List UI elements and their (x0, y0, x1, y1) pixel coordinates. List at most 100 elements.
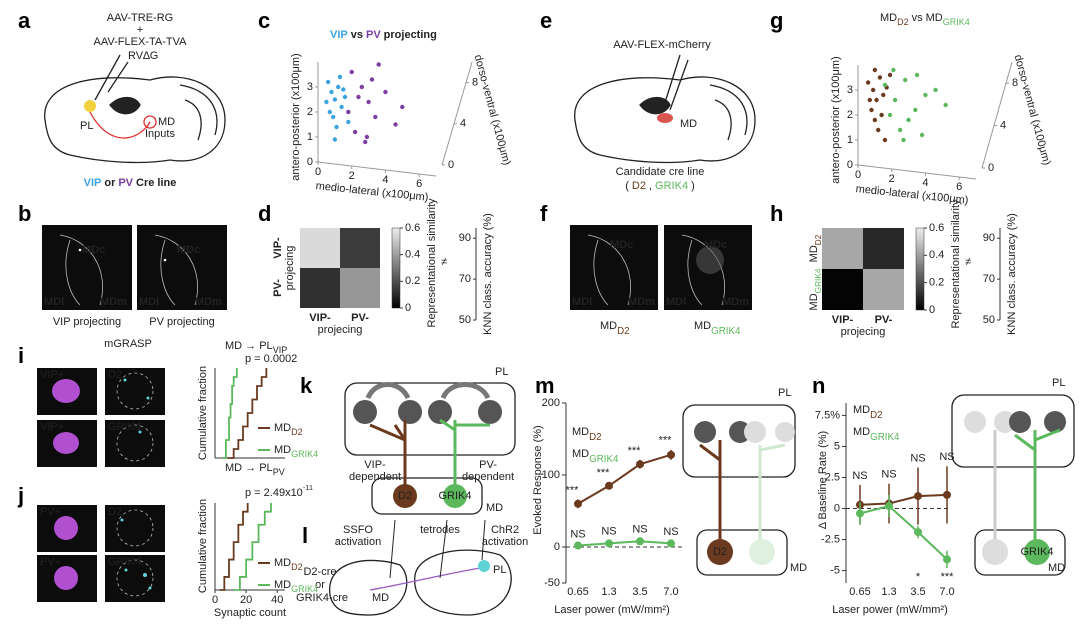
annotation: p = 2.49x10-11 (245, 483, 313, 498)
point (877, 75, 883, 80)
neuron (694, 421, 716, 443)
y-tick-label: 0 (847, 159, 853, 171)
region-label: PL (778, 387, 791, 399)
region-label: MD (158, 116, 175, 128)
point (867, 97, 872, 103)
y-tick-label: 2 (847, 109, 853, 121)
z-tick-label: 8 (1012, 77, 1018, 89)
x-axis-label: Synaptic count (214, 607, 286, 619)
cerebellum (709, 84, 748, 141)
row-label: PV- (272, 279, 284, 297)
neuron (478, 400, 502, 424)
micrograph (105, 368, 165, 415)
vector-label: AAV-FLEX-mCherry (613, 39, 711, 51)
point (373, 114, 378, 120)
region-label: MD (790, 562, 807, 574)
axis (317, 161, 437, 177)
vector-label: + (137, 24, 143, 36)
puncta (146, 396, 150, 400)
point (327, 109, 332, 115)
legend-label: MDD2 (274, 557, 303, 572)
point (369, 77, 375, 82)
panel-letter: i (18, 343, 24, 368)
point (914, 492, 922, 501)
text-part: D2 (897, 17, 909, 27)
y-axis-label: antero-posterior (x100μm) (290, 53, 302, 180)
x-tick-label: 3.5 (632, 586, 647, 598)
point (376, 62, 381, 67)
cell (53, 432, 79, 454)
region-label: MDm (100, 296, 127, 308)
cell (300, 268, 340, 308)
y-tick-label: -2.5 (821, 533, 840, 545)
text-part: MD (808, 245, 820, 262)
pl-site (84, 100, 96, 112)
region-label: MDc (704, 239, 727, 251)
col-label: PV- (351, 312, 369, 324)
point (897, 127, 903, 133)
text-part: PV (273, 467, 285, 477)
panel-letter: g (770, 8, 783, 33)
series-line (859, 493, 948, 506)
x-tick-label: 0.65 (567, 586, 588, 598)
labeling (696, 246, 724, 274)
stain-label: D2 (108, 506, 122, 518)
region-label: PL (495, 366, 508, 378)
y2-tick-label: 90 (459, 232, 471, 244)
x-tick-label: 1.3 (881, 586, 896, 598)
colorbar-tick-label: 0 (929, 304, 935, 316)
colorbar-tick-label: 0.6 (405, 222, 420, 234)
point (914, 528, 922, 537)
point (341, 87, 346, 92)
text-part: D2 (617, 326, 629, 337)
point (574, 541, 582, 550)
neuron-label: D2 (713, 546, 727, 558)
significance-label: NS (601, 525, 616, 537)
point (605, 539, 613, 548)
point (906, 117, 911, 123)
colorbar-tick-label: 0.2 (405, 275, 420, 287)
point (332, 97, 338, 102)
grik4-axon (439, 418, 490, 495)
z-tick-label: 0 (988, 162, 994, 174)
text-part: MD (853, 404, 870, 416)
text-part: MD (274, 422, 291, 434)
cumulative-line (227, 368, 268, 459)
region-label: PL (1052, 377, 1065, 389)
outline (154, 234, 198, 306)
panel-letter: l (302, 523, 308, 548)
text-part: vs (351, 29, 363, 41)
micrograph (42, 225, 132, 310)
ventricle (109, 96, 141, 115)
outline (116, 372, 154, 410)
region-label: MDc (610, 239, 633, 251)
panel-letter: h (770, 201, 783, 226)
brain-section (414, 549, 512, 616)
micrograph (570, 225, 658, 310)
point (349, 69, 354, 75)
point (337, 74, 343, 80)
significance-label: *** (566, 484, 580, 496)
grik4-axon (1014, 428, 1061, 552)
region-label: MDl (44, 296, 64, 308)
md-site (657, 113, 673, 123)
text-part: VIP (273, 345, 288, 355)
text-part: MD (572, 426, 589, 438)
method-label: activation (335, 536, 381, 548)
region-label: MD (1048, 562, 1065, 574)
outline (116, 509, 154, 547)
point (339, 104, 344, 110)
region-label: PL (80, 120, 93, 132)
point (872, 117, 878, 123)
colorbar-label: Representational similarity (426, 198, 438, 327)
text-part: MD (600, 320, 617, 332)
chart-title: MD → PLPV (225, 462, 285, 477)
text-part: MD (274, 557, 291, 569)
y-tick-label: 200 (542, 397, 560, 409)
x-tick-label: 20 (240, 594, 252, 606)
series-line (859, 504, 948, 561)
text-part: ) (691, 180, 695, 192)
panel-letter: k (300, 373, 313, 398)
col-label: VIP- (832, 314, 854, 326)
region-label: MDm (722, 296, 749, 308)
